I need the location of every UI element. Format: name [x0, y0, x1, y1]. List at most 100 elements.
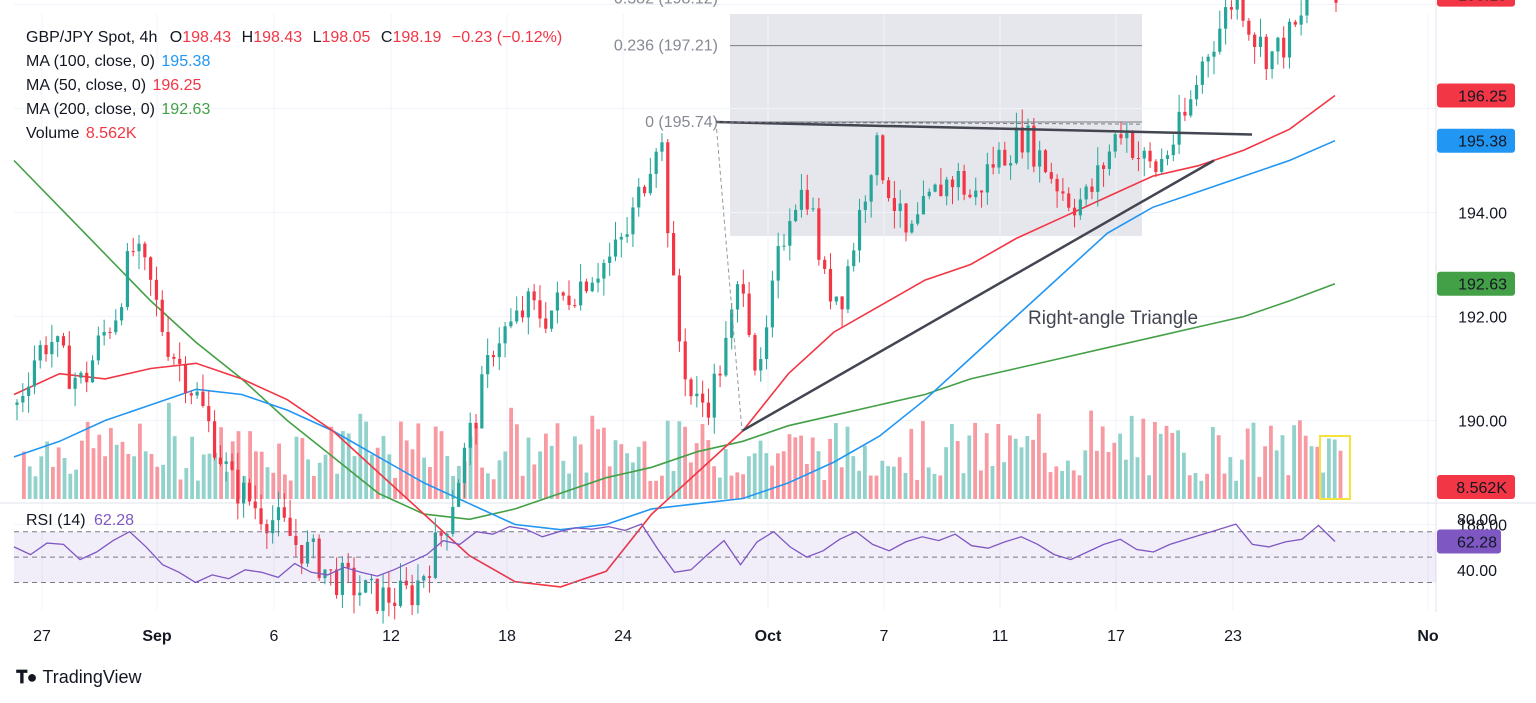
- volume-bar: [665, 420, 670, 499]
- candle-body: [90, 360, 95, 383]
- volume-bar: [1153, 421, 1157, 499]
- triangle-annotation[interactable]: Right-angle Triangle: [1028, 308, 1198, 329]
- candle-body: [189, 393, 193, 396]
- volume-bar: [1309, 446, 1314, 499]
- volume-bar: [370, 454, 374, 499]
- volume-bar: [729, 475, 734, 499]
- rsi-legend[interactable]: RSI (14) 62.28: [26, 512, 134, 530]
- time-tick-label: Oct: [755, 628, 782, 645]
- volume-bar: [1170, 433, 1175, 499]
- volume-bar: [120, 441, 125, 499]
- volume-bar: [103, 456, 107, 499]
- triangle-drawing[interactable]: [715, 120, 1253, 432]
- volume-bar: [967, 435, 972, 499]
- candle-body: [323, 569, 327, 579]
- volume-bar: [1321, 472, 1325, 499]
- volume-bar: [248, 431, 252, 499]
- symbol-label[interactable]: GBP/JPY Spot, 4h: [26, 29, 158, 46]
- volume-bar: [109, 427, 113, 499]
- ma100-line: [13, 139, 1336, 531]
- triangle-lower-line: [741, 159, 1215, 432]
- indicator-ma50[interactable]: MA (50, close, 0) 196.25: [26, 74, 562, 98]
- volume-bar: [741, 474, 745, 499]
- candle-body: [21, 395, 25, 403]
- volume-bar: [1060, 470, 1064, 499]
- candle-body: [1241, 0, 1245, 21]
- candle-body: [305, 541, 310, 564]
- candle-body: [445, 533, 449, 536]
- candle-body: [398, 580, 403, 606]
- candle-body: [799, 189, 804, 210]
- candle-body: [561, 292, 565, 296]
- candle-body: [1223, 7, 1228, 29]
- candle-body: [817, 208, 821, 260]
- volume-bar: [671, 470, 676, 499]
- candle-body: [823, 259, 827, 269]
- volume-bar: [184, 468, 189, 499]
- tradingview-logo[interactable]: 𝐓● TradingView: [16, 667, 142, 688]
- price-tag: [1437, 0, 1515, 7]
- candle-body: [712, 373, 716, 418]
- volume-bar: [45, 441, 49, 499]
- volume-bar: [538, 451, 542, 499]
- candle-body: [526, 291, 530, 318]
- candle-body: [689, 379, 693, 397]
- volume-bar: [1187, 475, 1192, 499]
- ma200-line: [13, 159, 1336, 521]
- volume-bar: [694, 443, 699, 499]
- fibonacci-retracement[interactable]: 1 (201.97)0.786 (200.64)0.618 (199.59)0.…: [14, 0, 1436, 131]
- candle-body: [875, 135, 879, 176]
- candle-body: [137, 243, 141, 252]
- candle-body: [1212, 51, 1216, 57]
- candle-body: [945, 179, 949, 197]
- candle-body: [300, 545, 304, 564]
- volume-bar: [1158, 433, 1163, 499]
- candle-body: [364, 580, 368, 593]
- candle-body: [1014, 127, 1019, 164]
- candle-body: [544, 318, 548, 329]
- volume-bar: [236, 431, 241, 499]
- candle-body: [1258, 36, 1263, 47]
- candle-body: [160, 299, 164, 332]
- candle-body: [892, 198, 896, 212]
- candle-body: [73, 377, 77, 389]
- candle-body: [149, 257, 153, 280]
- volume-bar: [381, 435, 386, 499]
- volume-bar: [561, 460, 566, 499]
- candle-body: [439, 532, 443, 536]
- volume-bar: [816, 451, 821, 499]
- volume-bar: [375, 447, 380, 499]
- candle-body: [881, 135, 885, 181]
- indicator-volume[interactable]: Volume 8.562K: [26, 122, 562, 146]
- candle-body: [933, 184, 937, 192]
- volume-bar: [1240, 459, 1244, 499]
- time-axis[interactable]: 27 Sep 6 12 18 24 Oct 7 11 17 23 No: [33, 628, 1439, 645]
- volume-bar: [735, 472, 740, 499]
- volume-bar: [613, 440, 618, 499]
- candle-body: [596, 278, 600, 283]
- candle-body: [102, 331, 106, 336]
- candle-body: [863, 201, 867, 210]
- volume-bar: [1054, 466, 1059, 499]
- indicator-ma100[interactable]: MA (100, close, 0) 195.38: [26, 50, 562, 74]
- candle-body: [619, 236, 623, 240]
- volume-bar: [1118, 433, 1122, 499]
- volume-bar: [132, 456, 136, 499]
- candle-body: [1142, 150, 1146, 159]
- volume-bar: [1269, 425, 1273, 499]
- candle-body: [201, 391, 205, 407]
- volume-bar: [283, 474, 287, 499]
- candle-body: [660, 142, 664, 152]
- candle-body: [956, 171, 960, 188]
- candle-body: [735, 284, 740, 310]
- candle-body: [96, 335, 100, 361]
- volume-bar: [352, 456, 357, 499]
- volume-bar: [1071, 470, 1076, 499]
- high-label: H: [241, 29, 254, 46]
- volume-bar: [636, 446, 641, 499]
- candle-body: [346, 562, 350, 568]
- indicator-ma200[interactable]: MA (200, close, 0) 192.63: [26, 98, 562, 122]
- price-tag-label: 195.38: [1458, 134, 1507, 151]
- price-tag-label: 196.25: [1458, 89, 1507, 106]
- candle-body: [805, 189, 809, 210]
